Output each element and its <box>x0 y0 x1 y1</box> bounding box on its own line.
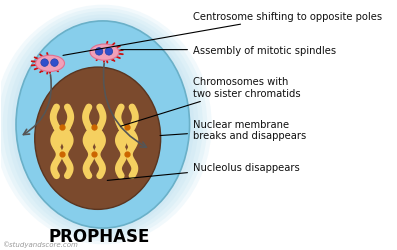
Ellipse shape <box>12 18 194 232</box>
Ellipse shape <box>105 48 113 56</box>
Text: Chromosomes with
two sister chromatids: Chromosomes with two sister chromatids <box>121 77 301 127</box>
Ellipse shape <box>36 56 64 72</box>
Ellipse shape <box>41 60 48 67</box>
Text: Nuclear membrane
breaks and disappears: Nuclear membrane breaks and disappears <box>160 119 306 141</box>
Ellipse shape <box>16 22 190 228</box>
Ellipse shape <box>51 60 58 67</box>
Text: Centrosome shifting to opposite poles: Centrosome shifting to opposite poles <box>63 12 382 56</box>
Ellipse shape <box>35 68 161 210</box>
Ellipse shape <box>0 6 212 244</box>
Text: Nucleolus disappears: Nucleolus disappears <box>107 162 300 181</box>
Text: Assembly of mitotic spindles: Assembly of mitotic spindles <box>121 46 336 56</box>
Ellipse shape <box>90 45 119 61</box>
Ellipse shape <box>0 9 207 241</box>
Text: PROPHASE: PROPHASE <box>49 227 150 244</box>
Ellipse shape <box>95 48 103 56</box>
Ellipse shape <box>7 15 198 235</box>
Text: ©studyandscore.com: ©studyandscore.com <box>2 240 78 247</box>
Ellipse shape <box>3 12 203 238</box>
